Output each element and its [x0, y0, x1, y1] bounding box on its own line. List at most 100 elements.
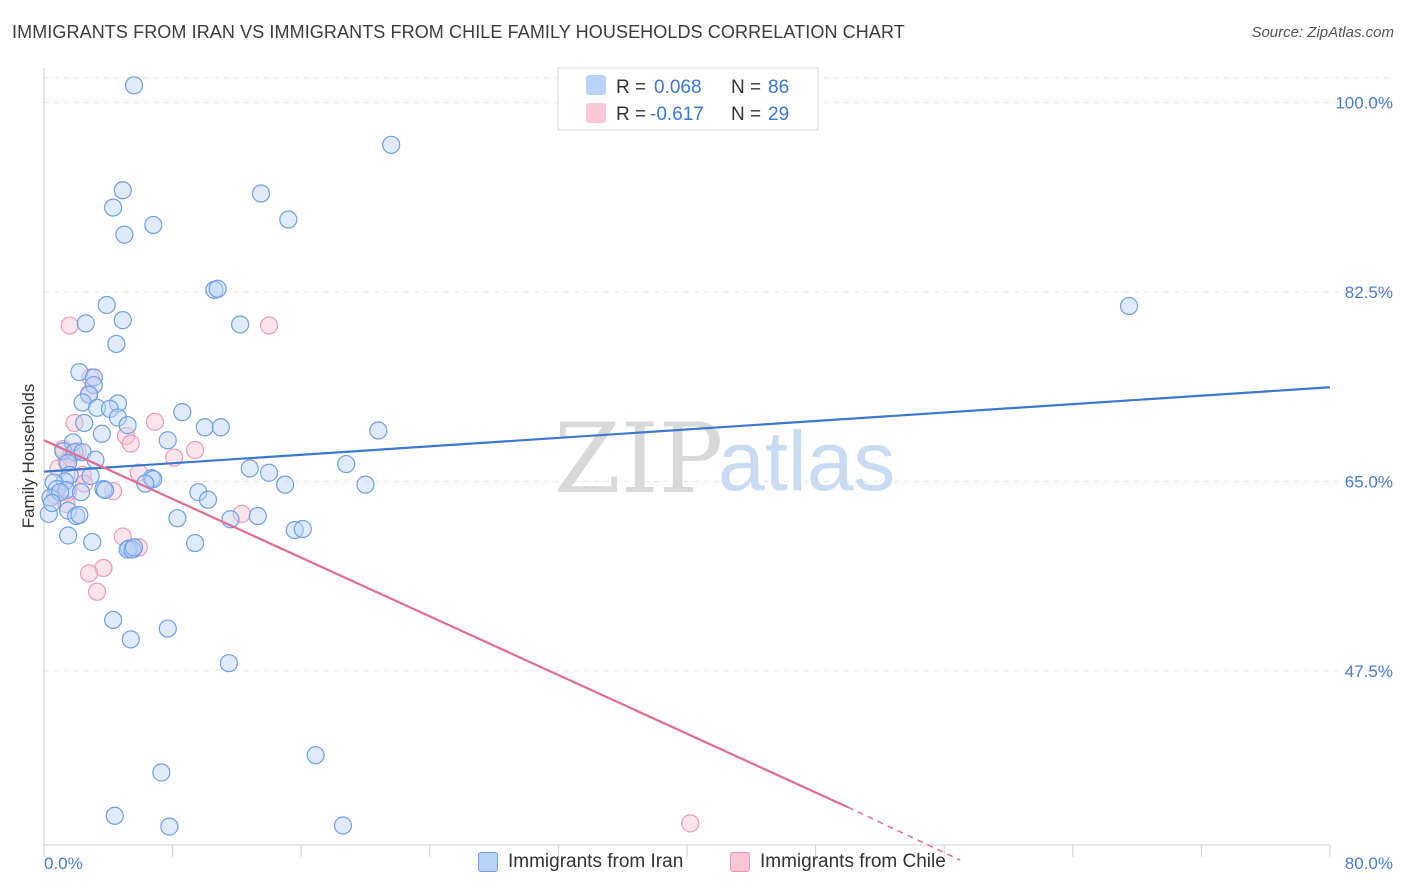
iran-point [71, 483, 91, 502]
iran-point [124, 538, 144, 557]
iran-point [115, 225, 134, 244]
iran-point [158, 431, 177, 450]
legend-r-label-chile: R = [616, 104, 646, 125]
legend-swatch-iran [586, 75, 606, 95]
series-swatch-chile [730, 852, 750, 872]
chart-title: IMMIGRANTS FROM IRAN VS IMMIGRANTS FROM … [12, 22, 905, 42]
iran-point [276, 475, 295, 494]
iran-point [168, 509, 187, 528]
iran-point [124, 76, 144, 95]
iran-point [144, 215, 163, 235]
legend-n-value-iran: 86 [768, 77, 789, 98]
iran-point [118, 416, 137, 435]
series-legend-item-chile[interactable]: Immigrants from Chile [730, 851, 946, 873]
iran-point [208, 279, 227, 298]
iran-point [105, 806, 124, 825]
legend-n-label-iran: N = [731, 77, 761, 98]
chile-point [186, 440, 205, 460]
series-swatch-iran [478, 852, 498, 872]
y-tick-label: 47.5% [1345, 662, 1393, 681]
iran-point [160, 817, 179, 836]
iran-point [107, 334, 126, 354]
legend-r-label-iran: R = [616, 77, 646, 98]
source-note: Source: ZipAtlas.com [1251, 24, 1394, 41]
iran-point [84, 368, 103, 387]
watermark-zip: ZIP [554, 403, 723, 515]
iran-point [42, 493, 62, 513]
chile-point [79, 564, 99, 583]
iran-point [158, 619, 177, 638]
iran-point [259, 463, 279, 482]
iran-point [59, 526, 78, 545]
iran-point [279, 210, 298, 229]
iran-point [293, 519, 312, 539]
x-tick-label: 0.0% [44, 854, 83, 873]
chile-point [87, 582, 107, 601]
iran-point [70, 505, 89, 525]
iran-point [248, 506, 267, 526]
iran-point [87, 398, 107, 417]
iran-point [333, 816, 353, 835]
iran-point [189, 483, 208, 502]
iran-point [113, 311, 132, 330]
chile-point [681, 814, 700, 833]
iran-point [211, 418, 230, 437]
iran-point [84, 375, 103, 395]
chile-trend-extension [847, 806, 961, 861]
iran-point [198, 490, 218, 509]
iran-point [76, 314, 95, 333]
chile-trend-line [43, 439, 849, 809]
iran-point [113, 181, 132, 200]
iran-points [39, 76, 1139, 836]
iran-point [39, 504, 58, 523]
chile-point [65, 413, 84, 433]
y-tick-label: 100.0% [1335, 94, 1393, 113]
x-tick-label: 80.0% [1345, 854, 1393, 873]
series-legend: Immigrants from Iran Immigrants from Chi… [0, 851, 1406, 879]
iran-point [79, 385, 99, 404]
y-axis-label: Family Households [19, 384, 38, 529]
trend-lines [43, 386, 1331, 861]
iran-point [231, 315, 250, 334]
iran-point [81, 466, 100, 486]
series-label-iran: Immigrants from Iran [508, 851, 684, 872]
iran-point [173, 403, 192, 422]
legend-r-value-chile: -0.617 [650, 104, 704, 125]
series-label-chile: Immigrants from Chile [760, 851, 946, 872]
iran-point [92, 424, 111, 443]
iran-point [152, 763, 171, 782]
chile-point [259, 316, 279, 335]
iran-point [186, 533, 205, 553]
correlation-legend: R = 0.068 N = 86 R = -0.617 N = 29 [557, 67, 819, 131]
series-legend-item-iran[interactable]: Immigrants from Iran [478, 851, 683, 873]
iran-point [121, 630, 140, 649]
iran-point [104, 610, 123, 630]
iran-point [219, 654, 238, 673]
iran-point [382, 135, 401, 154]
iran-point [195, 418, 214, 437]
gridlines [44, 77, 1394, 672]
legend-n-label-chile: N = [731, 104, 761, 125]
chile-point [121, 434, 140, 453]
iran-point [306, 746, 325, 765]
iran-point [240, 459, 259, 478]
iran-point [1119, 296, 1139, 316]
chile-point [60, 316, 79, 335]
chile-point [145, 412, 165, 431]
iran-point [356, 475, 375, 494]
chile-points [46, 316, 700, 833]
watermark: ZIP atlas [554, 403, 895, 515]
iran-point [337, 454, 356, 474]
iran-point [75, 413, 94, 433]
iran-point [104, 198, 123, 217]
legend-r-value-iran: 0.068 [654, 77, 702, 98]
axes [43, 68, 1331, 857]
tick-labels: 100.0% 82.5% 65.0% 47.5% 0.0% 80.0% [44, 94, 1393, 873]
iran-point [95, 480, 115, 500]
y-tick-label: 65.0% [1345, 472, 1393, 491]
iran-point [369, 421, 388, 440]
y-tick-label: 82.5% [1345, 283, 1393, 302]
iran-point [83, 532, 102, 552]
iran-trend-line [43, 386, 1331, 473]
